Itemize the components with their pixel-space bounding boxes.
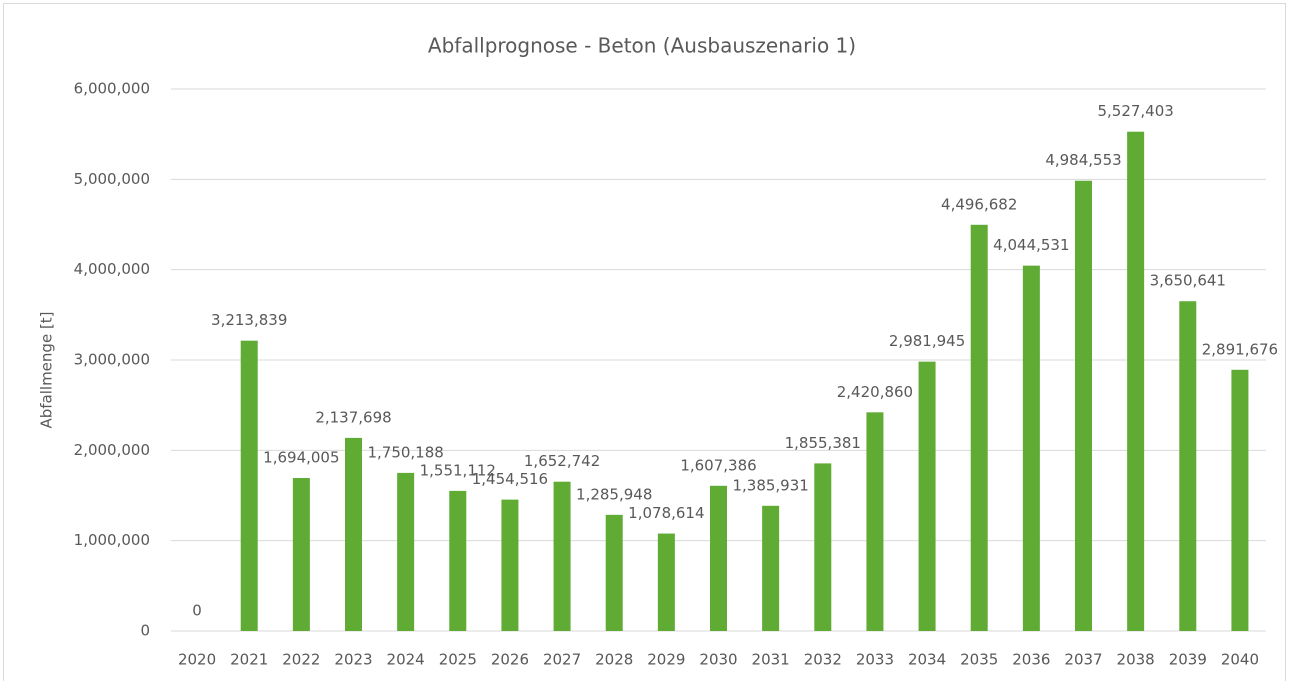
data-label: 2,891,676: [1202, 340, 1278, 358]
data-label: 1,454,516: [472, 470, 548, 488]
data-label: 2,137,698: [315, 408, 391, 426]
x-tick-label: 2025: [439, 651, 477, 669]
x-tick-label: 2027: [543, 651, 581, 669]
bar: [501, 499, 519, 631]
bar: [292, 477, 310, 631]
data-label: 1,385,931: [732, 476, 808, 494]
x-tick-label: 2037: [1064, 651, 1102, 669]
x-tick-label: 2026: [491, 651, 529, 669]
bar: [605, 514, 623, 631]
x-tick-label: 2020: [178, 651, 216, 669]
bar: [449, 490, 467, 631]
x-tick-label: 2034: [908, 651, 946, 669]
x-tick-label: 2033: [856, 651, 894, 669]
data-label: 1,855,381: [785, 434, 861, 452]
y-tick-label: 6,000,000: [74, 80, 150, 98]
y-tick-label: 0: [140, 622, 150, 640]
data-label: 2,420,860: [837, 383, 913, 401]
data-label: 1,694,005: [263, 448, 339, 466]
data-label: 1,285,948: [576, 485, 652, 503]
y-tick-label: 4,000,000: [74, 260, 150, 278]
x-tick-label: 2023: [334, 651, 372, 669]
data-label: 1,078,614: [628, 504, 704, 522]
x-tick-label: 2030: [699, 651, 737, 669]
bar: [553, 481, 571, 631]
bar: [762, 505, 780, 631]
bar: [1179, 301, 1197, 631]
bar: [1127, 131, 1145, 631]
data-label: 4,496,682: [941, 195, 1017, 213]
x-tick-label: 2029: [647, 651, 685, 669]
chart-frame: [3, 3, 1286, 681]
data-label: 5,527,403: [1097, 102, 1173, 120]
data-label: 2,981,945: [889, 332, 965, 350]
bar: [1075, 180, 1092, 632]
bar: [345, 437, 362, 631]
y-axis-label: Abfallmenge [t]: [38, 311, 56, 428]
x-tick-label: 2021: [230, 651, 268, 669]
x-tick-label: 2024: [387, 651, 425, 669]
data-label: 1,652,742: [524, 452, 600, 470]
x-tick-label: 2022: [282, 651, 320, 669]
bar: [1231, 369, 1249, 631]
bar: [710, 485, 727, 631]
x-tick-label: 2040: [1221, 651, 1259, 669]
y-tick-label: 1,000,000: [74, 531, 150, 549]
x-tick-label: 2028: [595, 651, 633, 669]
data-label: 3,213,839: [211, 311, 287, 329]
bar: [970, 224, 988, 631]
chart-title: Abfallprognose - Beton (Ausbauszenario 1…: [428, 34, 856, 58]
y-tick-label: 5,000,000: [74, 170, 150, 188]
bar: [240, 340, 258, 631]
bar: [397, 472, 415, 631]
data-label: 1,750,188: [367, 443, 443, 461]
bar: [918, 361, 936, 631]
bar: [1022, 265, 1040, 631]
bar: [657, 533, 675, 631]
bar: [866, 412, 884, 631]
x-tick-label: 2032: [804, 651, 842, 669]
data-label: 4,044,531: [993, 236, 1069, 254]
x-tick-label: 2038: [1117, 651, 1155, 669]
x-tick-label: 2035: [960, 651, 998, 669]
data-label: 4,984,553: [1045, 151, 1121, 169]
y-tick-label: 3,000,000: [74, 351, 150, 369]
data-label: 1,551,112: [420, 461, 496, 479]
data-label: 1,607,386: [680, 456, 756, 474]
y-tick-label: 2,000,000: [74, 441, 150, 459]
x-tick-label: 2036: [1012, 651, 1050, 669]
data-label: 0: [192, 602, 202, 620]
bar: [814, 463, 832, 631]
x-tick-label: 2039: [1169, 651, 1207, 669]
x-tick-label: 2031: [752, 651, 790, 669]
data-label: 3,650,641: [1150, 272, 1226, 290]
